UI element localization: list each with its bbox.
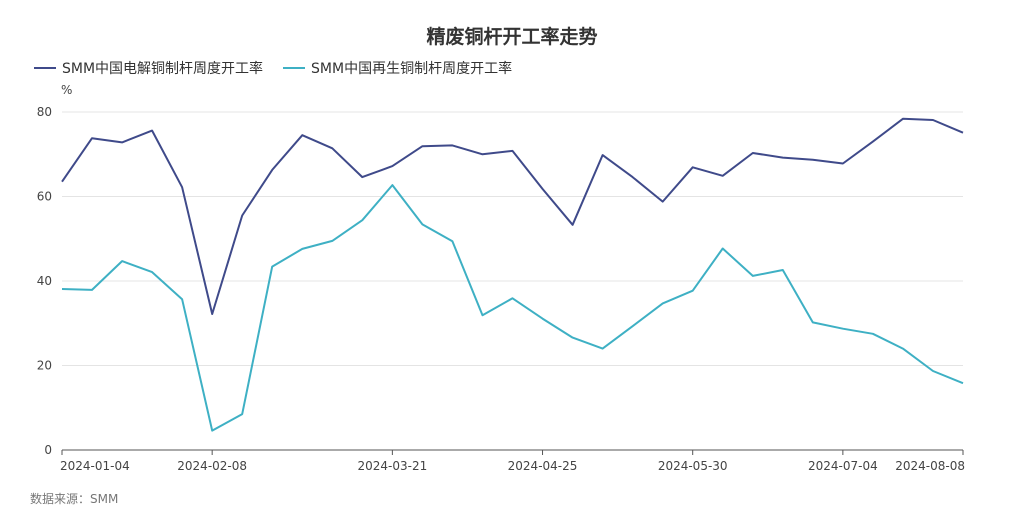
series-line-0[interactable] <box>61 117 964 315</box>
data-point[interactable] <box>931 369 935 373</box>
data-point[interactable] <box>871 140 875 144</box>
data-point[interactable] <box>390 183 394 187</box>
data-point[interactable] <box>120 140 124 144</box>
y-tick-label: 0 <box>44 443 52 457</box>
data-point[interactable] <box>571 336 575 340</box>
legend-swatch-electrolytic <box>34 67 56 69</box>
legend-item-recycled[interactable]: SMM中国再生铜制杆周度开工率 <box>283 58 512 78</box>
data-point[interactable] <box>541 317 545 321</box>
legend: SMM中国电解铜制杆周度开工率 SMM中国再生铜制杆周度开工率 <box>34 58 532 78</box>
x-tick-label: 2024-02-08 <box>177 459 247 473</box>
grid-layer <box>62 111 963 451</box>
data-point[interactable] <box>961 131 965 135</box>
data-point[interactable] <box>781 268 785 272</box>
data-point[interactable] <box>721 246 725 250</box>
x-tick-label: 2024-08-08 <box>895 459 965 473</box>
y-tick-label: 80 <box>37 105 52 119</box>
data-point[interactable] <box>541 187 545 191</box>
chart-title: 精废铜杆开工率走势 <box>426 26 598 48</box>
data-point[interactable] <box>240 412 244 416</box>
y-tick-label: 60 <box>37 190 52 204</box>
x-tick-label: 2024-05-30 <box>658 459 728 473</box>
data-point[interactable] <box>300 133 304 137</box>
data-point[interactable] <box>90 136 94 140</box>
data-point[interactable] <box>270 168 274 172</box>
data-point[interactable] <box>330 146 334 150</box>
data-point[interactable] <box>240 214 244 218</box>
data-point[interactable] <box>601 153 605 157</box>
data-point[interactable] <box>390 164 394 168</box>
x-tick-label: 2024-01-04 <box>60 459 130 473</box>
data-point[interactable] <box>360 218 364 222</box>
data-point[interactable] <box>480 313 484 317</box>
data-point[interactable] <box>661 301 665 305</box>
data-point[interactable] <box>450 239 454 243</box>
legend-label-recycled: SMM中国再生铜制杆周度开工率 <box>311 61 513 77</box>
data-point[interactable] <box>210 429 214 433</box>
data-point[interactable] <box>871 332 875 336</box>
axis-layer: 0 20 40 60 80 2024-01-04 2024-02-08 2024-03-21 2… <box>37 105 965 473</box>
data-point[interactable] <box>60 287 64 291</box>
y-axis-unit-label: % <box>61 83 73 97</box>
data-point[interactable] <box>511 149 515 153</box>
y-tick-label: 40 <box>37 274 52 288</box>
series-line-1[interactable] <box>61 184 964 432</box>
data-point[interactable] <box>300 247 304 251</box>
data-point[interactable] <box>150 270 154 274</box>
data-point[interactable] <box>60 180 64 184</box>
data-point[interactable] <box>691 165 695 169</box>
data-point[interactable] <box>751 274 755 278</box>
data-point[interactable] <box>811 158 815 162</box>
data-point[interactable] <box>661 200 665 204</box>
data-point[interactable] <box>180 297 184 301</box>
data-point[interactable] <box>180 185 184 189</box>
data-point[interactable] <box>420 222 424 226</box>
legend-label-electrolytic: SMM中国电解铜制杆周度开工率 <box>62 61 264 77</box>
data-point[interactable] <box>480 152 484 156</box>
data-point[interactable] <box>631 324 635 328</box>
series-layer <box>60 117 965 433</box>
data-point[interactable] <box>90 288 94 292</box>
data-point[interactable] <box>420 144 424 148</box>
data-point[interactable] <box>150 129 154 133</box>
data-point[interactable] <box>961 381 965 385</box>
y-tick-label: 20 <box>37 359 52 373</box>
data-point[interactable] <box>841 327 845 331</box>
data-point[interactable] <box>270 265 274 269</box>
data-point[interactable] <box>571 223 575 227</box>
data-point[interactable] <box>360 175 364 179</box>
data-point[interactable] <box>901 347 905 351</box>
data-point[interactable] <box>450 143 454 147</box>
data-point[interactable] <box>811 320 815 324</box>
data-point[interactable] <box>751 151 755 155</box>
legend-swatch-recycled <box>283 67 306 69</box>
legend-item-electrolytic[interactable]: SMM中国电解铜制杆周度开工率 <box>34 58 263 78</box>
data-point[interactable] <box>781 156 785 160</box>
data-point[interactable] <box>120 259 124 263</box>
data-point[interactable] <box>841 162 845 166</box>
data-point[interactable] <box>601 347 605 351</box>
data-point[interactable] <box>631 175 635 179</box>
data-point[interactable] <box>210 312 214 316</box>
x-tick-label: 2024-07-04 <box>808 459 878 473</box>
data-point[interactable] <box>721 174 725 178</box>
source-note: 数据来源：SMM <box>30 492 119 506</box>
data-point[interactable] <box>691 289 695 293</box>
data-point[interactable] <box>931 118 935 122</box>
x-tick-label: 2024-04-25 <box>508 459 578 473</box>
x-tick-label: 2024-03-21 <box>357 459 427 473</box>
data-point[interactable] <box>901 117 905 121</box>
data-point[interactable] <box>330 239 334 243</box>
data-point[interactable] <box>511 296 515 300</box>
